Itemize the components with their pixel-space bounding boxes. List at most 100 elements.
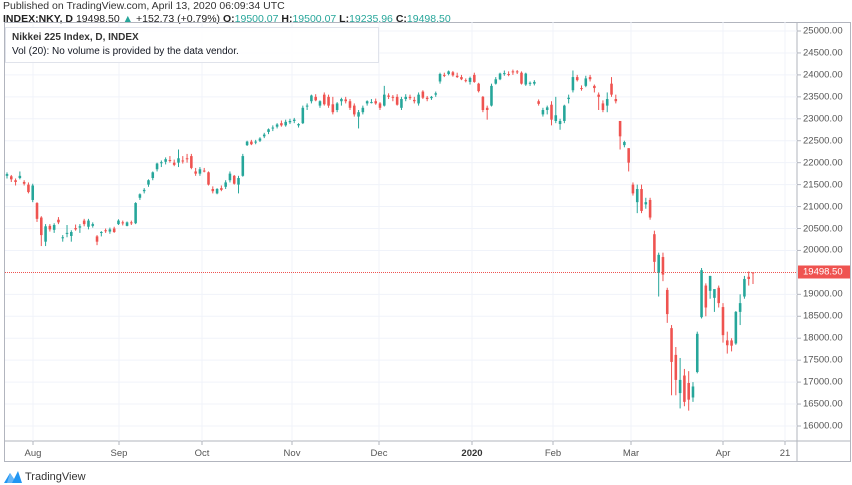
- candle-body: [413, 99, 416, 102]
- y-tick-label: 23000.00: [803, 113, 843, 125]
- candle-body: [593, 85, 596, 89]
- candle-body: [108, 229, 112, 232]
- candle-body: [725, 340, 729, 346]
- candle-body: [425, 97, 429, 100]
- candle-body: [100, 232, 103, 234]
- y-tick-label: 20000.00: [803, 244, 843, 256]
- candle-body: [335, 103, 339, 110]
- candle-body: [104, 230, 107, 232]
- candle-body: [623, 142, 626, 146]
- candle-body: [22, 181, 26, 184]
- candle-body: [571, 77, 575, 91]
- candle-body: [494, 79, 498, 84]
- candle-body: [168, 160, 172, 162]
- candle-body: [460, 77, 463, 80]
- candle-body: [721, 307, 725, 336]
- candle-body: [215, 189, 219, 194]
- close-label: C:: [395, 13, 407, 25]
- tradingview-logo-icon: [4, 471, 22, 483]
- candle-body: [91, 224, 95, 226]
- tradingview-logo[interactable]: TradingView: [4, 470, 86, 484]
- candle-body: [597, 94, 600, 97]
- candle-body: [717, 287, 720, 304]
- candle-body: [374, 101, 377, 104]
- y-tick-label: 21500.00: [803, 179, 843, 191]
- candle-body: [533, 81, 536, 84]
- y-tick-label: 24500.00: [803, 47, 843, 59]
- candle-body: [430, 96, 433, 99]
- y-tick-label: 24000.00: [803, 69, 843, 81]
- candle-body: [644, 202, 648, 205]
- candle-body: [344, 99, 347, 102]
- x-tick-label: Feb: [544, 448, 562, 459]
- candle-body: [678, 379, 682, 394]
- candle-body: [614, 99, 618, 102]
- candle-body: [515, 71, 519, 73]
- candle-body: [61, 237, 65, 239]
- candle-body: [95, 236, 99, 242]
- candle-body: [558, 120, 562, 125]
- candle-body: [575, 77, 579, 81]
- candle-body: [327, 96, 330, 106]
- y-tick-label: 17000.00: [803, 376, 843, 388]
- x-tick-label: Nov: [283, 448, 301, 459]
- candle-body: [485, 107, 489, 110]
- candle-body: [10, 176, 13, 180]
- candle-body: [262, 134, 266, 137]
- candle-body: [121, 222, 125, 224]
- candle-body: [258, 138, 262, 141]
- candle-body: [151, 172, 155, 179]
- candle-body: [117, 220, 120, 225]
- candle-body: [563, 105, 566, 121]
- candle-body: [631, 184, 635, 194]
- candle-body: [528, 82, 532, 84]
- candle-body: [318, 101, 322, 106]
- candle-body: [545, 107, 549, 110]
- y-tick-label: 23500.00: [803, 91, 843, 103]
- candle-body: [550, 104, 553, 120]
- x-tick-label: 21: [779, 448, 791, 459]
- candle-body: [421, 91, 425, 98]
- candle-body: [331, 104, 335, 113]
- candle-body: [155, 163, 159, 170]
- candle-body: [357, 112, 360, 117]
- y-tick-label: 20500.00: [803, 223, 843, 234]
- candle-body: [280, 123, 283, 126]
- y-tick-label: 17500.00: [803, 354, 843, 366]
- candle-body: [301, 107, 305, 124]
- candle-body: [181, 160, 185, 162]
- candle-body: [653, 234, 656, 262]
- x-tick-label: Apr: [715, 448, 731, 459]
- candle-body: [391, 96, 395, 98]
- candle-body: [395, 96, 399, 105]
- candle-body: [691, 386, 695, 398]
- candle-body: [52, 224, 56, 230]
- volume-note: Vol (20): No volume is provided by the d…: [12, 46, 239, 57]
- candle-body: [511, 71, 515, 73]
- candle-body: [610, 83, 613, 95]
- y-tick-label: 16500.00: [803, 398, 843, 410]
- candle-body: [164, 159, 167, 162]
- candle-body: [713, 289, 716, 298]
- y-tick-label: 22500.00: [803, 135, 843, 147]
- candle-body: [567, 97, 570, 100]
- candle-body: [267, 129, 270, 132]
- candle-body: [747, 276, 750, 279]
- candle-body: [147, 180, 150, 185]
- candle-body: [408, 96, 412, 99]
- candle-body: [490, 85, 493, 106]
- candle-body: [751, 272, 755, 274]
- candle-body: [404, 96, 408, 100]
- candle-body: [31, 185, 35, 200]
- candle-body: [580, 88, 583, 90]
- candle-body: [35, 203, 39, 219]
- candle-body: [443, 74, 446, 76]
- published-line: Published on TradingView.com, April 13, …: [3, 0, 285, 12]
- candle-body: [635, 189, 639, 203]
- candle-body: [112, 228, 116, 233]
- candle-body: [524, 73, 528, 85]
- high-label: H:: [281, 13, 293, 25]
- candle-body: [370, 102, 373, 104]
- candle-body: [125, 222, 129, 226]
